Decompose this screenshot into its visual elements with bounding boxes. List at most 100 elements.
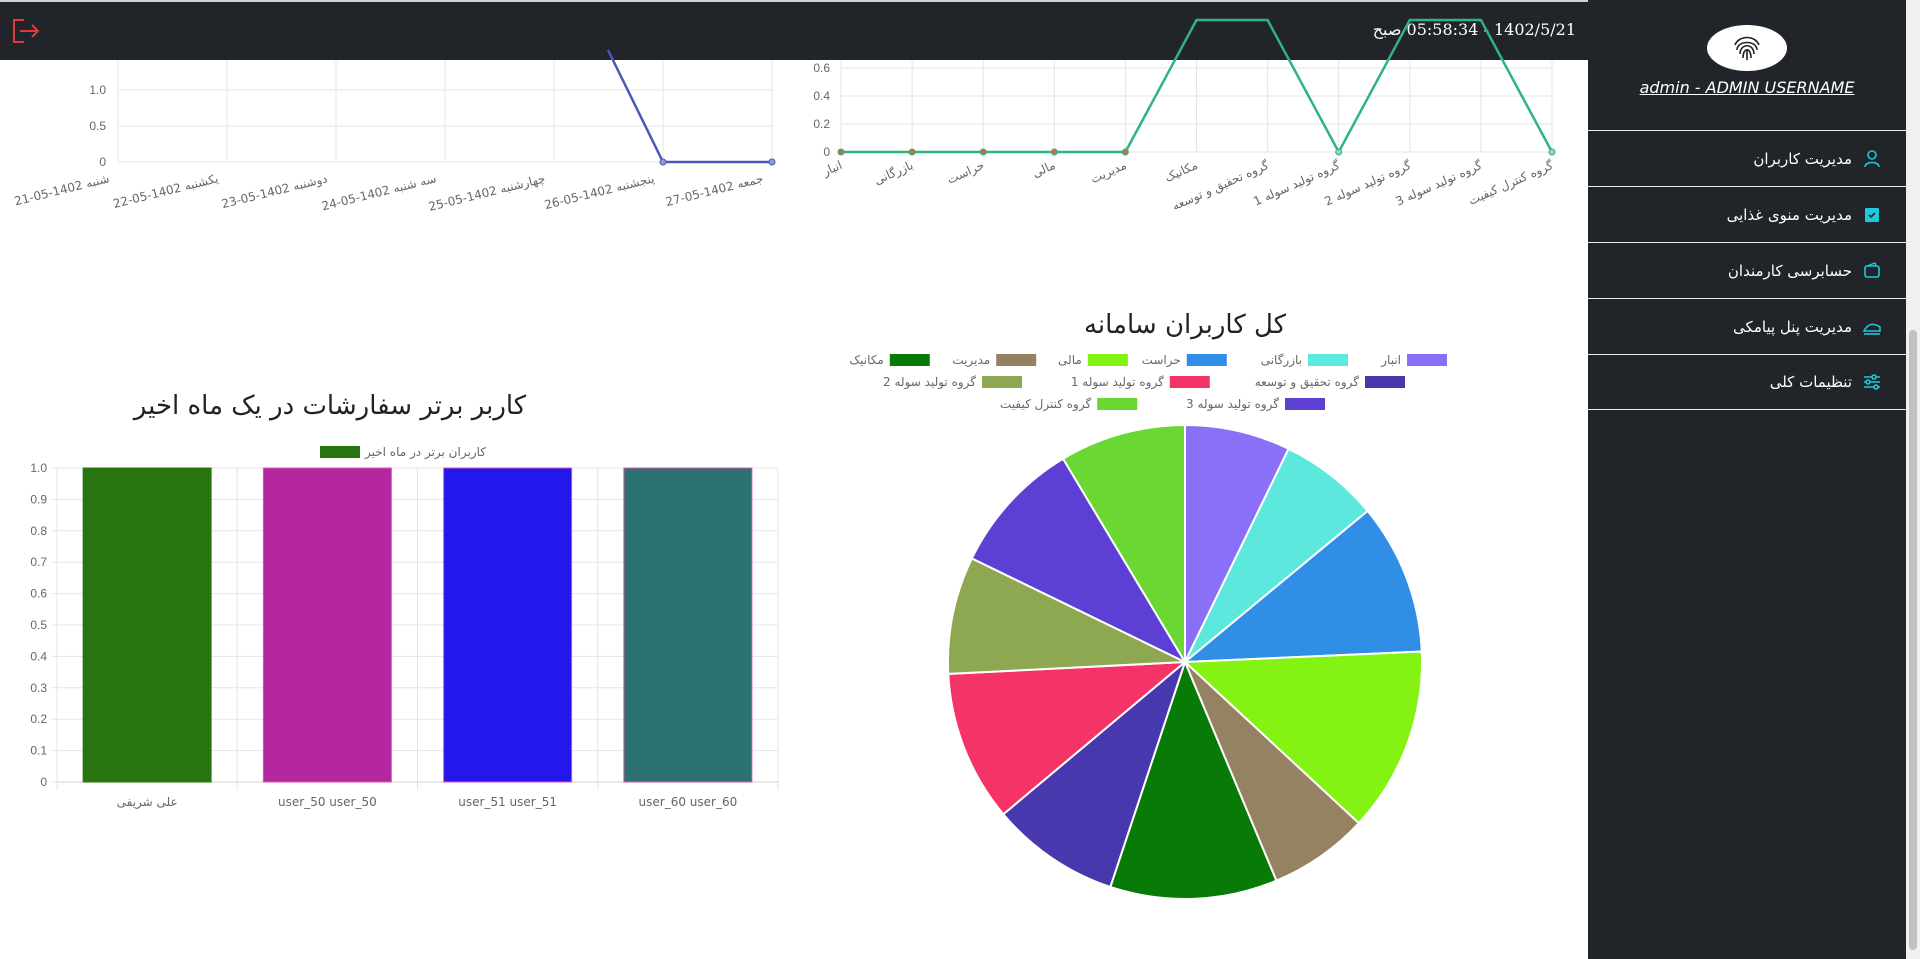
scrollbar-thumb[interactable] [1909,330,1917,950]
y-tick-label: 1.0 [89,83,106,97]
x-tick-label: پنجشنبه 1402-05-26 [543,171,656,212]
x-tick-label: یکشنبه 1402-05-22 [112,171,220,211]
pie-slice [1182,650,1423,825]
pie-slice [1182,509,1423,664]
sidebar-item-settings[interactable]: تنظیمات کلی [1588,354,1906,410]
y-tick-label: 0.3 [30,681,47,695]
sidebar-item-label: حسابرسی کارمندان [1727,261,1852,280]
y-tick-label: 0.5 [30,618,47,632]
legend-label: کاربران برتر در ماه اخیر [364,445,486,460]
x-tick-label: دوشنبه 1402-05-23 [220,171,329,212]
data-point [659,158,667,166]
x-tick-label: سه شنبه 1402-05-24 [320,171,438,213]
y-tick-label: 0 [40,775,47,789]
bar [623,467,753,783]
y-tick-label: 0.5 [89,119,106,133]
legend-swatch [996,354,1037,366]
y-tick-label: 0.2 [813,117,830,131]
y-tick-label: 0.6 [30,587,47,601]
x-tick-label: حراست [945,158,987,188]
x-tick-label: انبار [820,158,845,180]
x-tick-label: مکانیک [1163,158,1200,185]
y-tick-label: 1.0 [30,461,47,475]
legend-label: بازرگانی [1261,353,1302,368]
pie-slice [1061,423,1186,666]
x-tick-label: بازرگانی [872,158,916,189]
legend-swatch [1169,376,1210,388]
legend-swatch [1365,376,1405,388]
bar [443,467,573,783]
fingerprint-icon [1734,36,1760,60]
pie-slice [947,557,1186,675]
sidebar-item-label: تنظیمات کلی [1769,373,1852,391]
sidebar-item-employee-audit[interactable]: حسابرسی کارمندان [1588,242,1906,298]
top-bar: 1402/5/21 - 05:58:34 صبح [0,0,1588,60]
legend-swatch [1407,354,1447,366]
legend-swatch [1087,354,1128,366]
legend-label: گروه تولید سوله 2 [883,375,976,390]
page-scrollbar[interactable] [1906,0,1920,959]
data-point [768,158,776,166]
pie-slice [1184,423,1290,663]
sidebar-item-users[interactable]: مدیریت کاربران [1588,130,1906,186]
legend-label: انبار [1380,353,1401,368]
user-icon [1864,149,1880,167]
chart-title: کاربر برتر سفارشات در یک ماه اخیر [132,391,527,421]
legend-label: گروه تولید سوله 1 [1071,375,1164,390]
sidebar-item-food-menu[interactable]: مدیریت منوی غذایی [1588,186,1906,242]
top-users-bar-chart: کاربر برتر سفارشات در یک ماه اخیر کاربران… [30,391,779,810]
data-point [1335,148,1343,156]
y-tick-label: 0.9 [30,492,47,506]
pie-slice [1001,658,1188,889]
legend-swatch [320,446,360,458]
logout-icon[interactable] [10,17,42,45]
sidebar-item-label: مدیریت منوی غذایی [1726,205,1852,224]
department-line-chart: 0 0.2 0.4 0.6 انبار بازرگانی حراست مالی مدیریت مک… [813,18,1556,214]
data-point [837,148,845,156]
sidebar: admin - ADMIN USERNAME مدیریت کاربران مد… [1588,0,1906,959]
pie-slice [947,660,1188,816]
x-tick-label: چهارشنبه 1402-05-25 [427,171,547,215]
legend-swatch [982,376,1022,388]
x-tick-label: user_51 user_51 [458,795,557,809]
y-tick-label: 0.1 [30,744,47,758]
x-tick-label: علی شریفی [117,795,178,810]
series-line [606,49,772,164]
legend-label: گروه تحقیق و توسعه [1255,375,1360,390]
legend-swatch [889,354,930,366]
legend-swatch [1097,398,1138,410]
sidebar-item-label: مدیریت کاربران [1753,149,1852,168]
series-line [841,18,1554,154]
legend-label: گروه تولید سوله 3 [1186,397,1279,412]
x-tick-label: مدیریت [1088,158,1129,187]
data-point [908,148,916,156]
y-tick-label: 0.2 [30,712,47,726]
sliders-icon [1864,374,1880,390]
sidebar-item-sms-panel[interactable]: مدیریت پنل پیامکی [1588,298,1906,354]
bar [82,467,212,783]
data-point [1121,148,1129,156]
pie-slice [1109,659,1278,900]
datetime-display: 1402/5/21 - 05:58:34 صبح [1372,20,1576,39]
sidebar-item-label: مدیریت پنل پیامکی [1733,317,1852,336]
sidebar-menu: مدیریت کاربران مدیریت منوی غذایی حسابرسی… [1588,130,1906,410]
legend-label: گروه کنترل کیفیت [1000,397,1091,412]
y-tick-label: 0 [99,155,106,169]
total-users-pie-chart: کل کاربران سامانه انبار بازرگانی حراست مالی م… [849,310,1447,900]
username-link[interactable]: admin - ADMIN USERNAME [1639,78,1855,97]
x-tick-label: جمعه 1402-05-27 [664,171,765,209]
wallet-icon [1864,261,1880,278]
x-tick-label: مالی [1030,158,1057,180]
legend-label: مدیریت [952,353,990,368]
y-tick-label: 0 [823,145,830,159]
calendar-icon [1865,207,1879,222]
legend-swatch [1186,354,1227,366]
y-tick-label: 0.4 [30,649,47,663]
legend-swatch [1285,398,1325,410]
x-tick-label: user_60 user_60 [639,795,738,809]
data-point [979,148,987,156]
x-tick-label: user_50 user_50 [278,795,377,809]
y-tick-label: 0.4 [813,89,830,103]
legend-label: حراست [1142,353,1181,368]
